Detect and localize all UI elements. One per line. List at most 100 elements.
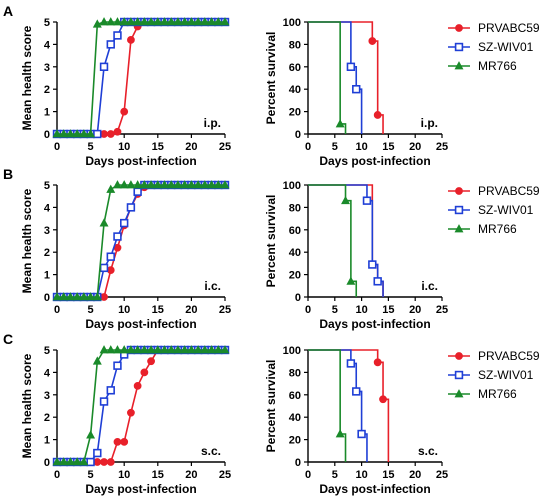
x-tick-label: 10 [118, 304, 130, 316]
legend-label: SZ-WIV01 [478, 203, 534, 217]
legend-marker [455, 352, 463, 360]
data-point [65, 292, 75, 301]
legend-label: PRVABC59 [478, 349, 540, 363]
data-point [180, 180, 190, 189]
event-marker [346, 62, 356, 72]
data-point [93, 458, 102, 466]
data-point [52, 129, 62, 138]
data-point [106, 40, 115, 49]
data-point [106, 184, 116, 193]
legend-marker [454, 389, 464, 398]
legend-C: PRVABC59 SZ-WIV01 MR766 [448, 349, 540, 401]
event-marker [379, 395, 387, 404]
data-point [126, 180, 136, 189]
data-point [119, 180, 129, 189]
data-point [139, 180, 149, 189]
y-axis-title: Mean health score [20, 25, 34, 130]
x-tick-label: 20 [409, 304, 421, 316]
data-point [153, 180, 163, 189]
x-axis-title: Days post-infection [85, 317, 196, 331]
data-point [126, 345, 136, 354]
legend-marker [454, 224, 464, 233]
x-tick-label: 0 [305, 141, 311, 153]
series-SZ-WIV01 [52, 17, 230, 139]
data-point [193, 17, 203, 26]
y-tick-label: 0 [295, 457, 301, 469]
data-point [106, 458, 115, 466]
event-marker [341, 195, 350, 205]
series-line [57, 184, 225, 298]
event-marker [373, 111, 382, 119]
x-tick-label: 0 [305, 469, 311, 481]
legend-label: MR766 [478, 387, 517, 401]
y-axis-title: Mean health score [20, 188, 34, 293]
event-marker [373, 358, 382, 367]
route-label: i.c. [421, 279, 438, 293]
data-point [180, 345, 190, 354]
x-tick-label: 25 [436, 141, 448, 153]
data-point [146, 180, 156, 189]
legend-label: SZ-WIV01 [478, 368, 534, 382]
series-SZ-WIV01 [308, 184, 384, 297]
data-point [200, 345, 210, 354]
data-point [166, 180, 176, 189]
legend-marker [454, 370, 464, 380]
data-point [92, 292, 102, 301]
x-tick-label: 25 [219, 304, 231, 316]
x-tick-label: 20 [185, 304, 197, 316]
data-point [133, 17, 143, 26]
legend-entry: SZ-WIV01 [448, 203, 534, 217]
series-PRVABC59 [308, 349, 390, 462]
data-point [99, 263, 109, 273]
x-tick-label: 20 [185, 469, 197, 481]
route-label: i.p. [421, 116, 438, 130]
event-marker [352, 85, 361, 94]
x-tick-label: 20 [409, 469, 421, 481]
y-tick-label: 1 [44, 270, 50, 282]
legend-label: PRVABC59 [478, 21, 540, 35]
y-tick-label: 20 [289, 107, 301, 119]
x-tick-label: 15 [382, 141, 394, 153]
data-point [99, 345, 109, 354]
data-point [146, 345, 156, 354]
series-line [57, 21, 225, 135]
panel-letter: A [3, 3, 13, 19]
series-MR766 [52, 345, 230, 466]
event-marker [373, 277, 382, 286]
y-axis-title: Percent survival [264, 195, 278, 288]
y-tick-label: 40 [289, 84, 301, 96]
y-tick-label: 3 [44, 225, 50, 237]
data-point [79, 129, 89, 138]
legend-entry: MR766 [448, 59, 517, 73]
data-point [59, 457, 69, 466]
data-point [213, 180, 223, 189]
data-point [120, 107, 129, 116]
x-tick-label: 5 [88, 469, 94, 481]
data-point [92, 356, 102, 365]
y-tick-label: 40 [289, 412, 301, 424]
y-tick-label: 5 [44, 180, 50, 192]
x-tick-label: 5 [332, 304, 338, 316]
event-marker [352, 387, 361, 396]
survival-step-line [308, 184, 358, 297]
x-tick-label: 15 [152, 304, 164, 316]
x-tick-label: 0 [54, 469, 60, 481]
data-point [106, 17, 116, 26]
y-axis-title: Percent survival [264, 32, 278, 125]
x-tick-label: 5 [332, 141, 338, 153]
series-PRVABC59 [53, 181, 229, 301]
data-point [207, 17, 217, 26]
y-tick-label: 1 [44, 107, 50, 119]
y-tick-label: 5 [44, 345, 50, 357]
x-tick-label: 5 [332, 469, 338, 481]
y-tick-label: 4 [44, 367, 51, 379]
survival-step-line [308, 21, 384, 134]
y-tick-label: 20 [289, 270, 301, 282]
data-point [220, 345, 230, 354]
legend-A: PRVABC59 SZ-WIV01 MR766 [448, 21, 540, 73]
survival-step-line [308, 349, 347, 462]
x-tick-label: 20 [409, 141, 421, 153]
data-point [106, 130, 115, 138]
